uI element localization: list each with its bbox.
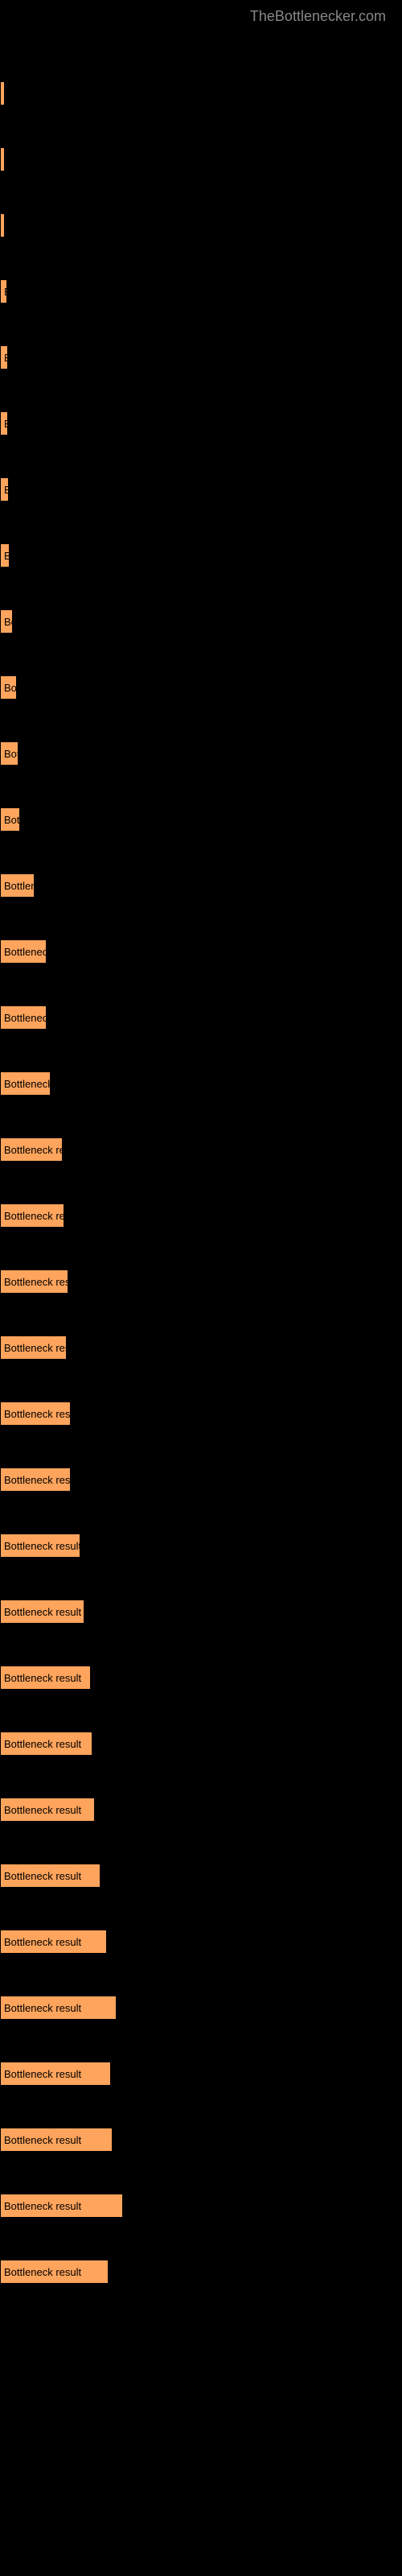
bar: Bottleneck result xyxy=(0,345,8,369)
bar-row: Bottleneck result xyxy=(0,1269,402,1294)
bar-row: Bottleneck result xyxy=(0,741,402,766)
bar-row: Bottleneck result xyxy=(0,2062,402,2086)
chart-container: Bottleneck result Bottleneck result Bottle… xyxy=(0,33,402,2358)
bar-row: Bottleneck result xyxy=(0,543,402,568)
bar: Bottleneck result xyxy=(0,1335,67,1360)
bar: Bottleneck result xyxy=(0,411,8,436)
bar-row: Bottleneck result xyxy=(0,1996,402,2020)
bar-row: Bottleneck result xyxy=(0,675,402,700)
bar-row: Bottleneck result xyxy=(0,345,402,369)
bar-row: Bottleneck result xyxy=(0,279,402,303)
bar: Bottleneck result xyxy=(0,1996,117,2020)
bar-row: Bottleneck result xyxy=(0,2128,402,2152)
bar: Bottleneck result xyxy=(0,1930,107,1954)
bar-row: Bottleneck result xyxy=(0,1666,402,1690)
bar: Bottleneck result xyxy=(0,1269,68,1294)
bar: Bottleneck result xyxy=(0,81,5,105)
header: TheBottlenecker.com xyxy=(0,0,402,33)
bar: Bottleneck result xyxy=(0,279,7,303)
bar-row: Bottleneck result xyxy=(0,1005,402,1030)
bar-row: Bottleneck result xyxy=(0,1137,402,1162)
site-name: TheBottlenecker.com xyxy=(250,8,386,24)
bar: Bottleneck result xyxy=(0,939,47,964)
bar-row: Bottleneck result xyxy=(0,1600,402,1624)
bar-row: Bottleneck result xyxy=(0,609,402,634)
bar-row: Bottleneck result xyxy=(0,1864,402,1888)
bar-row: Bottleneck result xyxy=(0,477,402,502)
bar: Bottleneck result xyxy=(0,213,5,237)
bar: Bottleneck result xyxy=(0,1666,91,1690)
bar-row: Bottleneck result xyxy=(0,147,402,171)
bar: Bottleneck result xyxy=(0,1071,51,1096)
bar: Bottleneck result xyxy=(0,2128,113,2152)
bar-row: Bottleneck result xyxy=(0,2194,402,2218)
bar: Bottleneck result xyxy=(0,1137,63,1162)
bar: Bottleneck result xyxy=(0,609,13,634)
bar-row: Bottleneck result xyxy=(0,1798,402,1822)
bar: Bottleneck result xyxy=(0,2194,123,2218)
bar-row: Bottleneck result xyxy=(0,1402,402,1426)
bar: Bottleneck result xyxy=(0,741,18,766)
bar: Bottleneck result xyxy=(0,675,17,700)
bar: Bottleneck result xyxy=(0,1600,84,1624)
bar: Bottleneck result xyxy=(0,2062,111,2086)
bar: Bottleneck result xyxy=(0,873,35,898)
bar-row: Bottleneck result xyxy=(0,1468,402,1492)
bar: Bottleneck result xyxy=(0,1864,100,1888)
bar: Bottleneck result xyxy=(0,1798,95,1822)
bar: Bottleneck result xyxy=(0,2260,109,2284)
bar: Bottleneck result xyxy=(0,1534,80,1558)
bar-row: Bottleneck result xyxy=(0,1071,402,1096)
bar-row: Bottleneck result xyxy=(0,939,402,964)
bar-row: Bottleneck result xyxy=(0,411,402,436)
bar-row: Bottleneck result xyxy=(0,1335,402,1360)
bar: Bottleneck result xyxy=(0,1203,64,1228)
bar-row: Bottleneck result xyxy=(0,1203,402,1228)
bar-row: Bottleneck result xyxy=(0,873,402,898)
bar-row: Bottleneck result xyxy=(0,1534,402,1558)
bar: Bottleneck result xyxy=(0,543,10,568)
bar: Bottleneck result xyxy=(0,477,9,502)
bar-row: Bottleneck result xyxy=(0,81,402,105)
bar-row: Bottleneck result xyxy=(0,807,402,832)
bar: Bottleneck result xyxy=(0,1005,47,1030)
bar: Bottleneck result xyxy=(0,807,20,832)
bar-row: Bottleneck result xyxy=(0,1732,402,1756)
bar: Bottleneck result xyxy=(0,1732,92,1756)
bar: Bottleneck result xyxy=(0,147,5,171)
bar: Bottleneck result xyxy=(0,1468,71,1492)
bar: Bottleneck result xyxy=(0,1402,71,1426)
bar-row: Bottleneck result xyxy=(0,2260,402,2284)
bar-row: Bottleneck result xyxy=(0,213,402,237)
bar-row: Bottleneck result xyxy=(0,1930,402,1954)
